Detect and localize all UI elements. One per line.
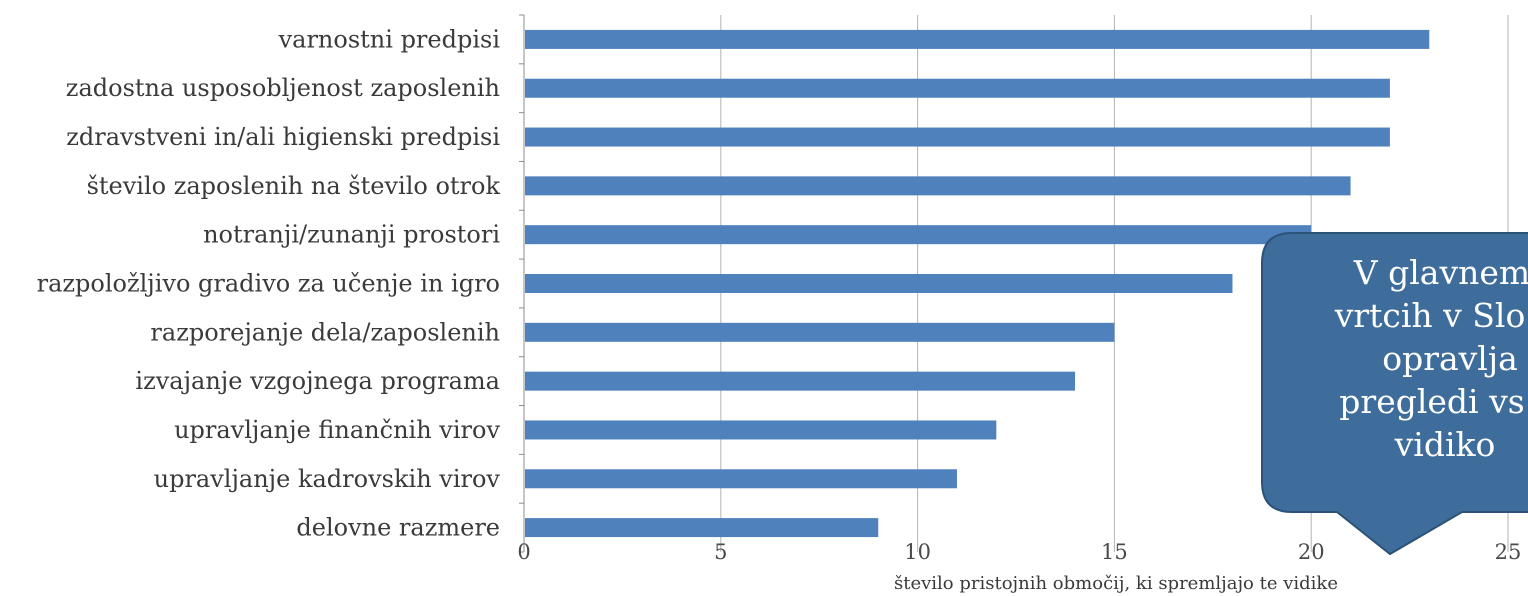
bar <box>525 29 1430 49</box>
category-label: število zaposlenih na število otrok <box>87 172 501 200</box>
bar <box>525 469 957 489</box>
callout-line: pregledi vs <box>1339 382 1524 421</box>
x-tick-label: 15 <box>1101 540 1128 564</box>
callout-line: vidiko <box>1394 425 1496 464</box>
bar <box>525 176 1351 196</box>
bar <box>525 78 1390 98</box>
callout-shape <box>1261 232 1528 556</box>
bar <box>525 371 1076 391</box>
category-labels: varnostni predpisi zadostna usposobljenos… <box>37 25 501 541</box>
callout-line: vrtcih v Slo <box>1334 296 1526 335</box>
callout-bubble: V glavnem vrtcih v Slo opravlja pregledi vs… <box>1261 232 1528 556</box>
bar <box>525 420 997 440</box>
category-label: varnostni predpisi <box>278 25 501 53</box>
category-label: zadostna usposobljenost zaposlenih <box>66 74 500 102</box>
bar <box>525 518 879 538</box>
category-label: izvajanje vzgojnega programa <box>135 367 500 395</box>
x-tick-label: 10 <box>904 540 931 564</box>
callout-text: V glavnem vrtcih v Slo opravlja pregledi vs… <box>1334 253 1528 464</box>
bar <box>525 127 1390 147</box>
bar <box>525 322 1115 342</box>
callout-line: V glavnem <box>1353 253 1528 292</box>
category-label: delovne razmere <box>296 514 500 542</box>
callout-line: opravlja <box>1382 339 1518 378</box>
bar <box>525 274 1233 293</box>
x-tick-label: 0 <box>517 540 530 564</box>
bar <box>525 225 1312 245</box>
category-label: upravljanje finančnih virov <box>174 416 500 444</box>
category-label: notranji/zunanji prostori <box>203 221 500 249</box>
category-label: razpoložljivo gradivo za učenje in igro <box>37 270 500 298</box>
category-label: razporejanje dela/zaposlenih <box>150 318 500 346</box>
bars <box>525 29 1430 538</box>
x-tick-label: 20 <box>1298 540 1325 564</box>
category-label: zdravstveni in/ali higienski predpisi <box>66 123 500 151</box>
x-tick-label: 25 <box>1495 540 1522 564</box>
category-label: upravljanje kadrovskih virov <box>154 465 501 493</box>
x-tick-labels: 0 5 10 15 20 25 <box>517 540 1521 564</box>
x-tick-label: 5 <box>714 540 727 564</box>
x-axis-title: število pristojnih območij, ki spremljaj… <box>894 573 1338 594</box>
